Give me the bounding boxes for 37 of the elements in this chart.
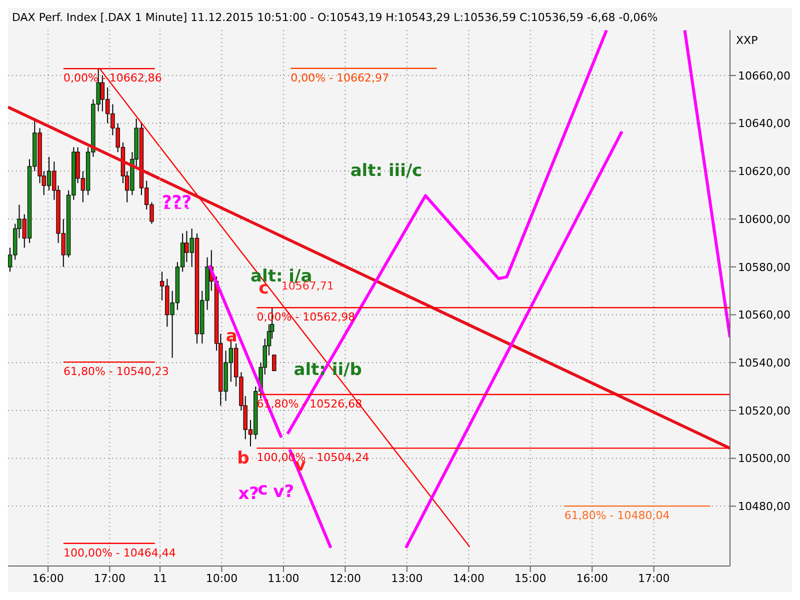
y-tick-label: 10560,00 [738, 308, 790, 322]
annotation: c [258, 479, 268, 500]
x-tick-label: 10:00 [206, 572, 238, 585]
y-tick-label: 10660,00 [738, 69, 790, 82]
annotation: 100,00% - 10464,44 [63, 546, 176, 560]
annotation: 61,80% - 10540,23 [63, 365, 169, 378]
x-tick-label: 12:00 [329, 572, 362, 585]
x-tick-label: 17:00 [638, 572, 670, 585]
x-tick-label: 16:00 [576, 572, 608, 585]
y-tick-label: 10520,00 [738, 404, 790, 418]
x-tick-label: 11:00 [268, 572, 300, 585]
y-tick-label: 10580,00 [738, 260, 790, 274]
annotation: v? [273, 482, 294, 502]
x-tick-label: 11 [153, 572, 167, 585]
annotation: ??? [162, 192, 192, 212]
y-tick-label: 10620,00 [738, 165, 790, 178]
x-tick-label: 14:00 [452, 572, 485, 585]
y-tick-label: 10600,00 [738, 212, 790, 226]
annotation: 0,00% - 10662,97 [290, 71, 390, 84]
y-tick-label: 10640,00 [738, 117, 790, 130]
y-tick-label: 10500,00 [738, 452, 790, 466]
x-tick-label: 15:00 [514, 572, 546, 585]
x-tick-label: 17:00 [94, 572, 126, 585]
x-tick-label: 16:00 [32, 572, 64, 585]
annotation: 10567,71 [281, 280, 334, 293]
y-tick-label: 10480,00 [738, 500, 790, 514]
annotation: 0,00% - 10662,86 [63, 72, 162, 85]
annotation: alt: ii/b [294, 360, 362, 380]
annotation: a [226, 326, 238, 346]
x-tick-label: 13:00 [391, 572, 423, 585]
annotation: 61,80% - 10480,04 [564, 509, 670, 522]
annotation: b [237, 448, 250, 468]
y-axis-title: XXP [736, 34, 758, 47]
text: DAX Perf. Index [.DAX 1 Minute] 11.12.2015 10:51:00 - O:10543,19 H:10543,29 L:10536,59 C:10536,59 -6,68 -0,06% [12, 11, 658, 24]
y-tick-label: 10540,00 [738, 356, 790, 370]
annotation: alt: iii/c [350, 161, 422, 182]
annotation: x? [238, 484, 260, 504]
